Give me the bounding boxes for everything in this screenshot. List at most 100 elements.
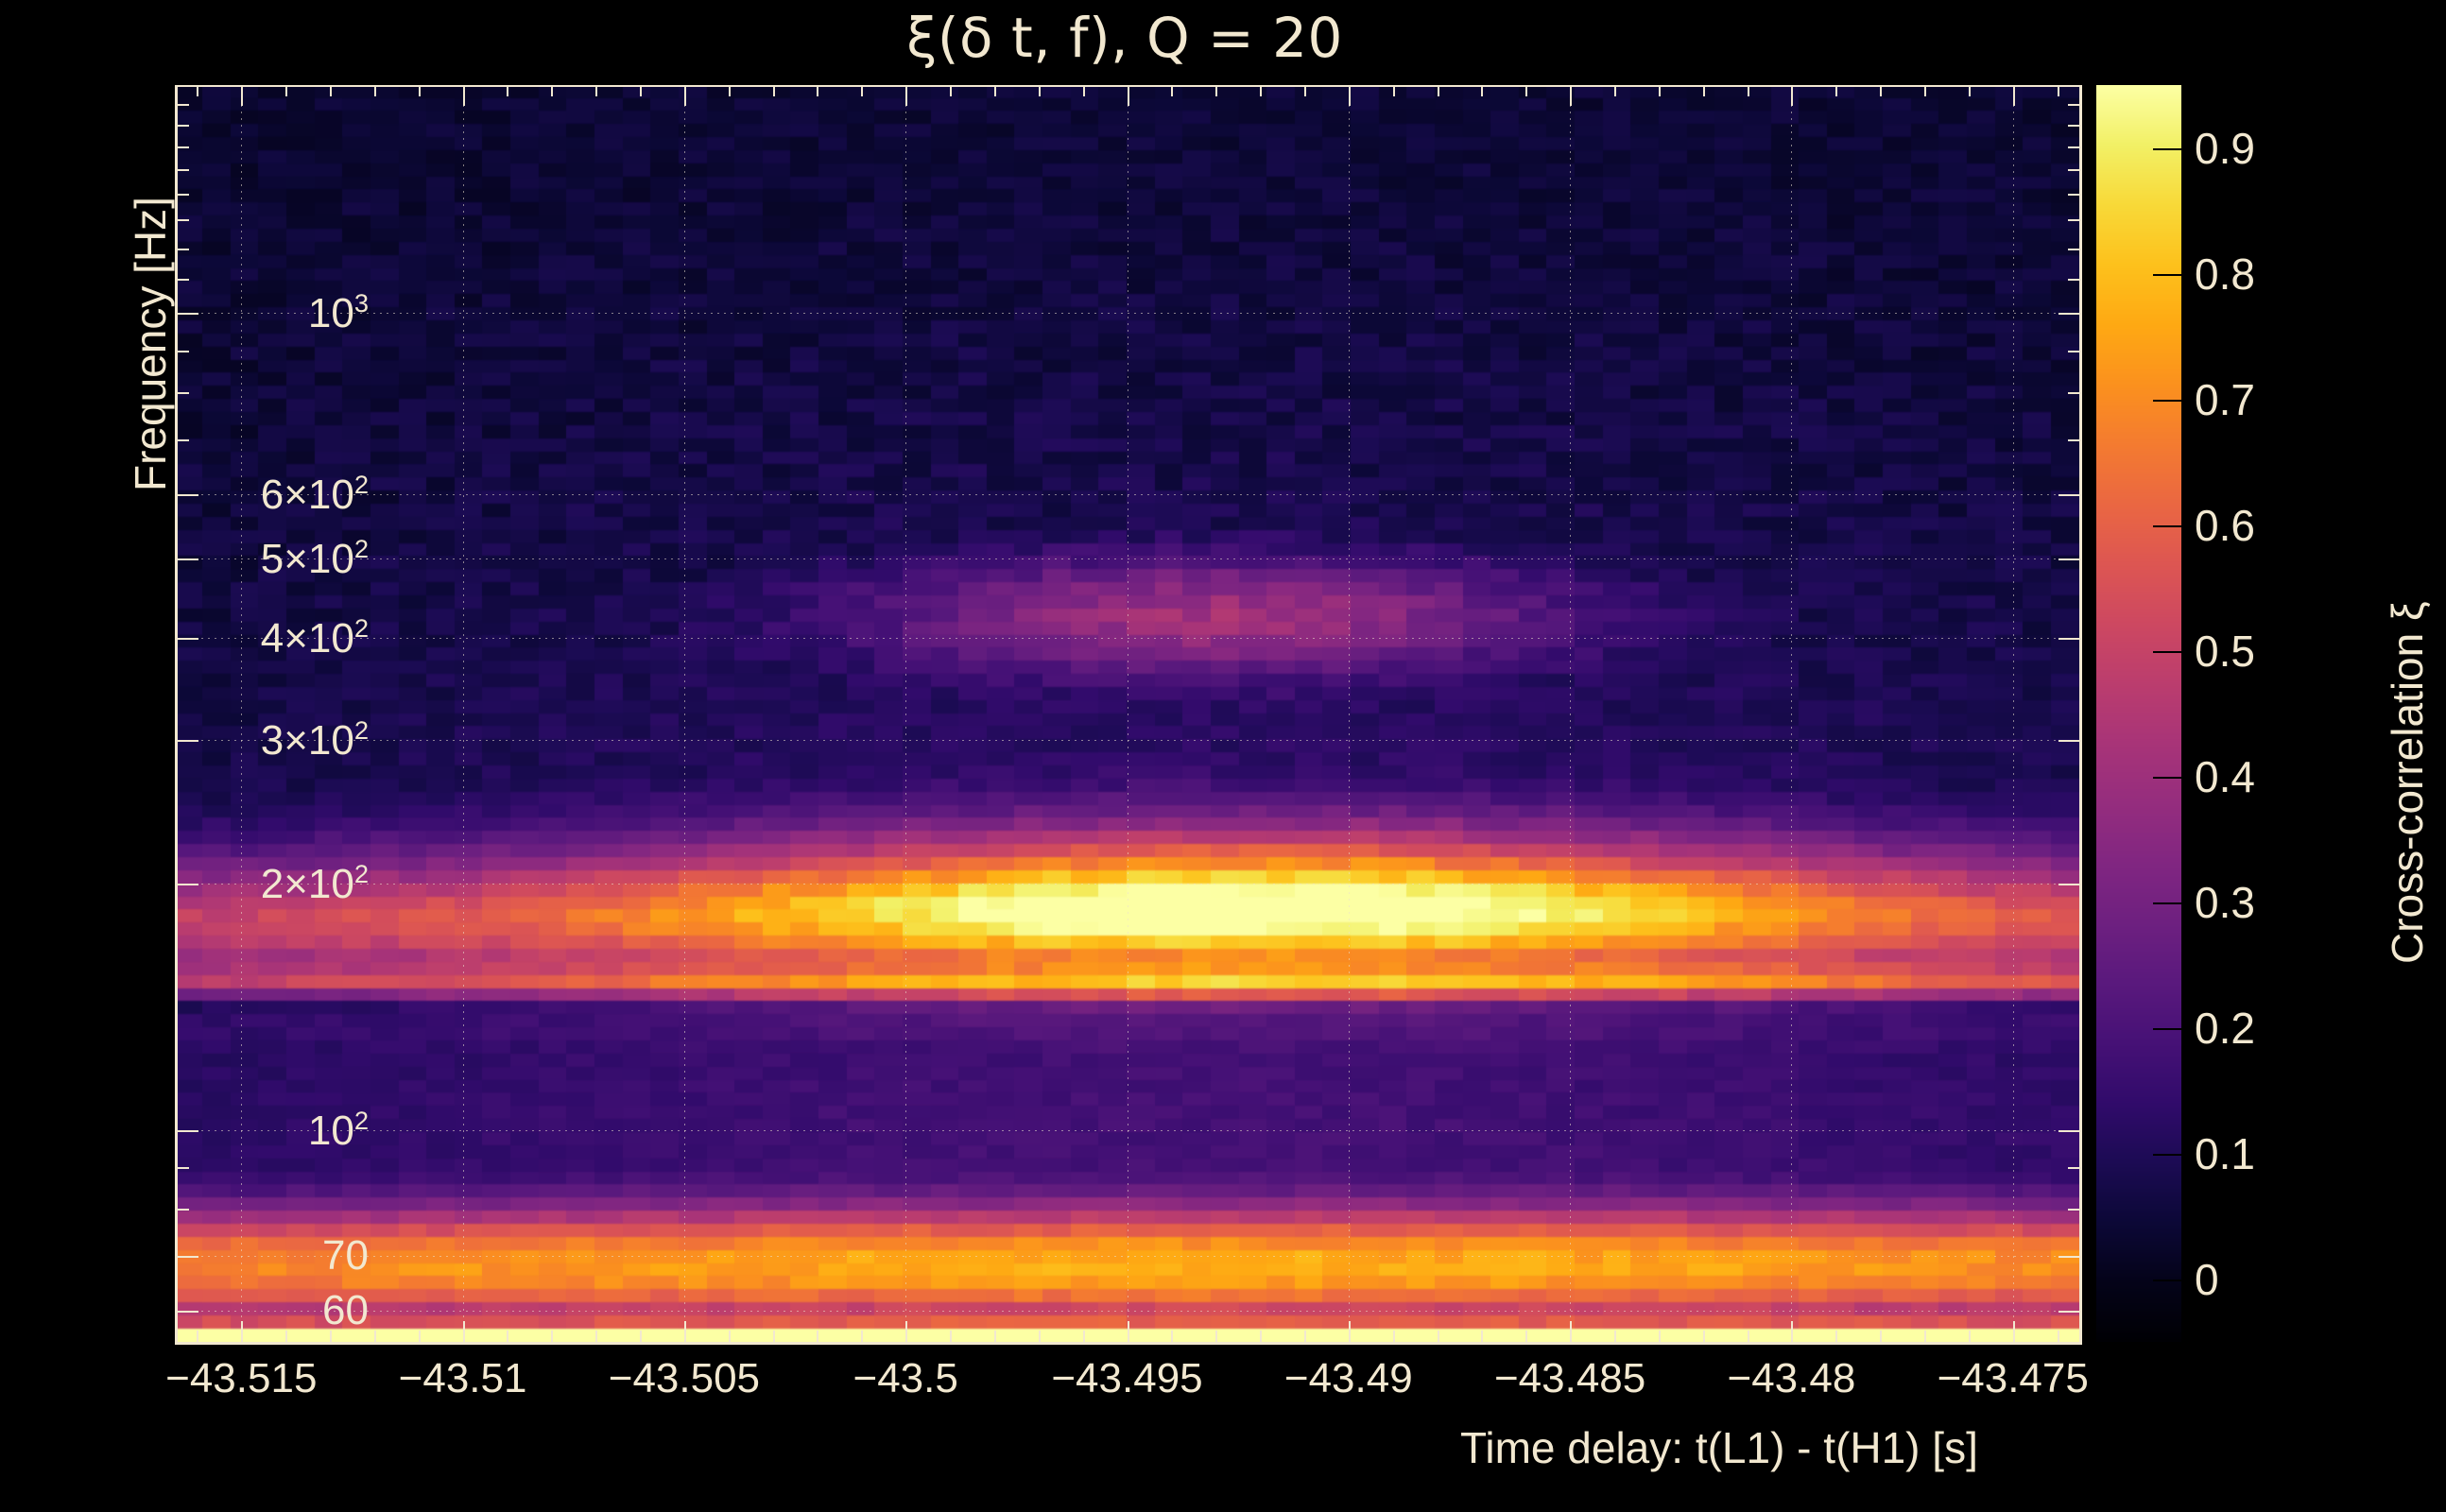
y-axis-tick-right xyxy=(2068,124,2079,127)
y-axis-tick-right xyxy=(2058,638,2079,641)
colorbar-tick xyxy=(2153,273,2181,276)
y-axis-tick-label: 4×102 xyxy=(260,613,369,662)
colorbar-tick-label: 0.4 xyxy=(2195,751,2255,801)
x-axis-tick xyxy=(1260,1331,1263,1342)
x-axis-tick-top xyxy=(241,85,244,106)
x-axis-tick xyxy=(1481,1331,1484,1342)
y-axis-title: Frequency [Hz] xyxy=(126,197,175,491)
colorbar-tick xyxy=(2153,776,2181,779)
x-axis-tick xyxy=(1303,1331,1306,1342)
x-axis-tick-top xyxy=(330,85,332,96)
y-axis-tick xyxy=(178,1256,198,1259)
y-axis-tick-right xyxy=(2068,350,2079,352)
y-axis-tick-right xyxy=(2068,391,2079,394)
y-axis-tick-right xyxy=(2058,312,2079,315)
y-axis-tick xyxy=(178,350,189,352)
x-axis-tick xyxy=(241,1321,244,1342)
x-axis-tick-label: −43.5 xyxy=(853,1355,958,1401)
x-axis-tick-top xyxy=(462,85,465,106)
y-axis-tick-label: 102 xyxy=(307,1105,369,1154)
y-axis-tick-right xyxy=(2068,1209,2079,1211)
y-axis-tick xyxy=(178,248,189,250)
heatmap-plot-area xyxy=(175,85,2079,1342)
y-axis-tick-right xyxy=(2068,279,2079,282)
x-axis-tick-top xyxy=(993,85,996,96)
y-axis-tick-right xyxy=(2068,248,2079,250)
x-axis-tick xyxy=(950,1331,953,1342)
y-axis-tick-right xyxy=(2058,1256,2079,1259)
y-axis-tick xyxy=(178,1311,198,1314)
x-axis-tick xyxy=(1437,1331,1439,1342)
y-axis-line xyxy=(175,85,178,1345)
x-axis-tick-top xyxy=(1437,85,1439,96)
y-axis-tick-right xyxy=(2058,884,2079,886)
x-axis-tick xyxy=(1038,1331,1041,1342)
x-axis-tick-label: −43.495 xyxy=(1051,1355,1203,1401)
x-axis-tick xyxy=(993,1331,996,1342)
x-axis-tick xyxy=(551,1331,554,1342)
x-axis-tick xyxy=(1658,1331,1661,1342)
y-axis-line-right xyxy=(2079,85,2082,1345)
x-axis-tick xyxy=(595,1331,598,1342)
y-axis-tick xyxy=(178,558,198,561)
x-axis-tick xyxy=(1348,1321,1351,1342)
x-axis-tick-top xyxy=(1038,85,1041,96)
x-axis-tick xyxy=(1525,1331,1528,1342)
colorbar-tick xyxy=(2153,902,2181,904)
x-axis-tick-top xyxy=(551,85,554,96)
y-axis-tick xyxy=(178,312,198,315)
x-axis-tick-label: −43.51 xyxy=(398,1355,527,1401)
x-axis-tick xyxy=(1835,1331,1838,1342)
y-axis-tick xyxy=(178,1209,189,1211)
y-axis-tick xyxy=(178,493,198,496)
x-axis-tick xyxy=(817,1331,819,1342)
x-axis-tick xyxy=(1127,1321,1129,1342)
x-axis-tick-top xyxy=(1835,85,1838,96)
colorbar-tick-label: 0.9 xyxy=(2195,123,2255,173)
colorbar-tick xyxy=(2153,399,2181,402)
y-axis-tick xyxy=(178,638,198,641)
y-axis-tick xyxy=(178,146,189,148)
x-axis-tick-label: −43.515 xyxy=(165,1355,318,1401)
y-axis-tick xyxy=(178,391,189,394)
x-axis-tick xyxy=(1747,1331,1749,1342)
colorbar-tick-label: 0.3 xyxy=(2195,877,2255,927)
y-axis-tick xyxy=(178,193,189,196)
x-axis-tick-top xyxy=(285,85,288,96)
x-axis-tick xyxy=(1082,1331,1085,1342)
x-axis-tick-label: −43.49 xyxy=(1283,1355,1413,1401)
x-axis-tick xyxy=(1791,1321,1794,1342)
x-axis-tick-label: −43.485 xyxy=(1493,1355,1646,1401)
x-axis-tick-top xyxy=(1968,85,1971,96)
y-axis-tick-right xyxy=(2058,1129,2079,1132)
y-axis-tick-label: 2×102 xyxy=(260,859,369,908)
x-axis-tick-top xyxy=(1127,85,1129,106)
y-axis-tick-right xyxy=(2068,168,2079,171)
x-axis-tick-top xyxy=(1303,85,1306,96)
x-axis-tick-top xyxy=(1923,85,1926,96)
x-axis-tick xyxy=(683,1321,686,1342)
colorbar xyxy=(2096,85,2181,1342)
y-axis-tick-label: 6×102 xyxy=(260,469,369,518)
y-axis-tick xyxy=(178,219,189,222)
x-axis-tick-top xyxy=(817,85,819,96)
x-axis-tick xyxy=(728,1331,731,1342)
colorbar-tick-label: 0.5 xyxy=(2195,626,2255,676)
x-axis-tick xyxy=(1392,1331,1395,1342)
colorbar-tick-label: 0 xyxy=(2195,1254,2219,1304)
x-axis-tick-top xyxy=(1747,85,1749,96)
colorbar-tick-label: 0.7 xyxy=(2195,374,2255,424)
colorbar-tick-label: 0.1 xyxy=(2195,1128,2255,1178)
colorbar-tick-label: 0.8 xyxy=(2195,249,2255,299)
y-axis-tick-label: 3×102 xyxy=(260,715,369,764)
x-axis-tick-label: −43.475 xyxy=(1937,1355,2089,1401)
x-axis-tick-top xyxy=(595,85,598,96)
y-axis-tick xyxy=(178,168,189,171)
x-axis-tick-top xyxy=(1791,85,1794,106)
y-axis-tick-right xyxy=(2058,1311,2079,1314)
x-axis-tick-top xyxy=(728,85,731,96)
y-axis-tick xyxy=(178,1129,198,1132)
x-axis-tick xyxy=(418,1331,421,1342)
y-axis-tick-right xyxy=(2068,1167,2079,1170)
